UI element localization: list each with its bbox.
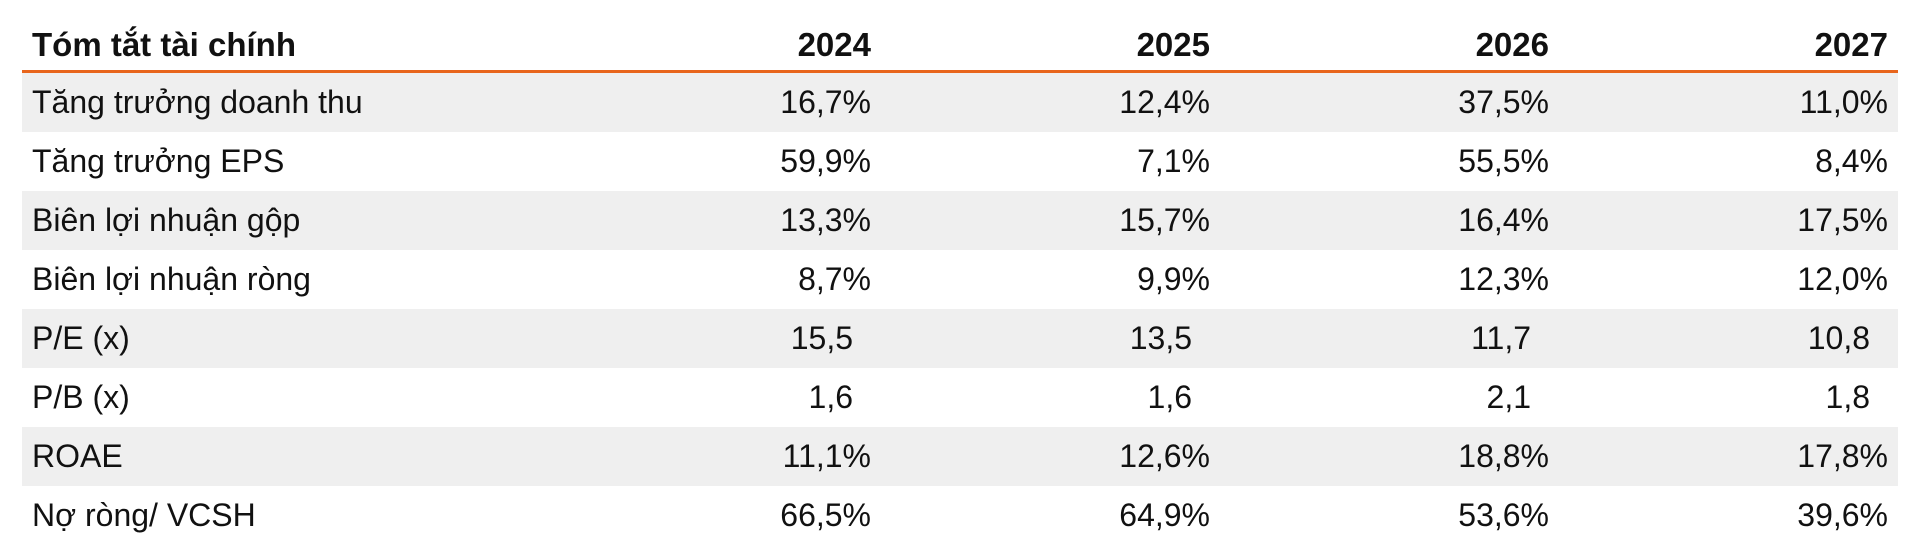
year-header-2024: 2024 xyxy=(797,26,871,63)
table-cell: 11,1% xyxy=(782,438,871,474)
row-label: P/E (x) xyxy=(32,320,130,356)
table-row-net-debt-equity: Nợ ròng/ VCSH 66,5% 64,9% 53,6% 39,6% xyxy=(22,486,1898,545)
row-label: Tăng trưởng doanh thu xyxy=(32,84,363,120)
table-cell: 64,9% xyxy=(1119,497,1210,533)
table-cell: 66,5% xyxy=(780,497,871,533)
table-row-pb: P/B (x) 1,6 1,6 2,1 1,8 xyxy=(22,368,1898,427)
financial-summary-table: Tóm tắt tài chính 2024 2025 2026 2027 Tă… xyxy=(22,20,1898,545)
year-header-2026: 2026 xyxy=(1475,26,1549,63)
table-cell: 1,6 xyxy=(1147,379,1192,415)
row-label: ROAE xyxy=(32,438,123,474)
table-cell: 12,3% xyxy=(1458,261,1549,297)
table-cell: 16,4% xyxy=(1458,202,1549,238)
table-cell: 10,8 xyxy=(1807,320,1870,356)
year-header-2025: 2025 xyxy=(1136,26,1210,63)
table-cell: 15,5 xyxy=(790,320,853,356)
row-label: Biên lợi nhuận ròng xyxy=(32,261,311,297)
table-cell: 18,8% xyxy=(1458,438,1549,474)
table-cell: 37,5% xyxy=(1458,84,1549,120)
table-header-row: Tóm tắt tài chính 2024 2025 2026 2027 xyxy=(22,20,1898,73)
table-cell: 1,8 xyxy=(1825,379,1870,415)
table-row-pe: P/E (x) 15,5 13,5 11,7 10,8 xyxy=(22,309,1898,368)
table-cell: 17,8% xyxy=(1797,438,1888,474)
table-cell: 39,6% xyxy=(1797,497,1888,533)
table-cell: 15,7% xyxy=(1119,202,1210,238)
row-label: Biên lợi nhuận gộp xyxy=(32,202,301,238)
table-cell: 8,4% xyxy=(1815,143,1888,179)
table-cell: 2,1 xyxy=(1486,379,1531,415)
table-row-eps-growth: Tăng trưởng EPS 59,9% 7,1% 55,5% 8,4% xyxy=(22,132,1898,191)
table-cell: 16,7% xyxy=(780,84,871,120)
table-cell: 11,0% xyxy=(1799,84,1888,120)
row-label: Nợ ròng/ VCSH xyxy=(32,497,256,533)
table-cell: 13,3% xyxy=(780,202,871,238)
table-cell: 53,6% xyxy=(1458,497,1549,533)
row-label: P/B (x) xyxy=(32,379,130,415)
table-cell: 17,5% xyxy=(1797,202,1888,238)
table-cell: 59,9% xyxy=(780,143,871,179)
table-cell: 12,0% xyxy=(1797,261,1888,297)
table-cell: 7,1% xyxy=(1137,143,1210,179)
table-cell: 9,9% xyxy=(1137,261,1210,297)
row-label: Tăng trưởng EPS xyxy=(32,143,285,179)
year-header-2027: 2027 xyxy=(1814,26,1888,63)
table-cell: 8,7% xyxy=(798,261,871,297)
table-cell: 13,5 xyxy=(1129,320,1192,356)
table-row-net-margin: Biên lợi nhuận ròng 8,7% 9,9% 12,3% 12,0… xyxy=(22,250,1898,309)
table-cell: 12,4% xyxy=(1119,84,1210,120)
table-cell: 12,6% xyxy=(1119,438,1210,474)
table-cell: 11,7 xyxy=(1471,320,1531,356)
table-row-roae: ROAE 11,1% 12,6% 18,8% 17,8% xyxy=(22,427,1898,486)
table-row-revenue-growth: Tăng trưởng doanh thu 16,7% 12,4% 37,5% … xyxy=(22,73,1898,132)
table-title: Tóm tắt tài chính xyxy=(32,26,296,63)
table-cell: 1,6 xyxy=(808,379,853,415)
table-cell: 55,5% xyxy=(1458,143,1549,179)
table-row-gross-margin: Biên lợi nhuận gộp 13,3% 15,7% 16,4% 17,… xyxy=(22,191,1898,250)
